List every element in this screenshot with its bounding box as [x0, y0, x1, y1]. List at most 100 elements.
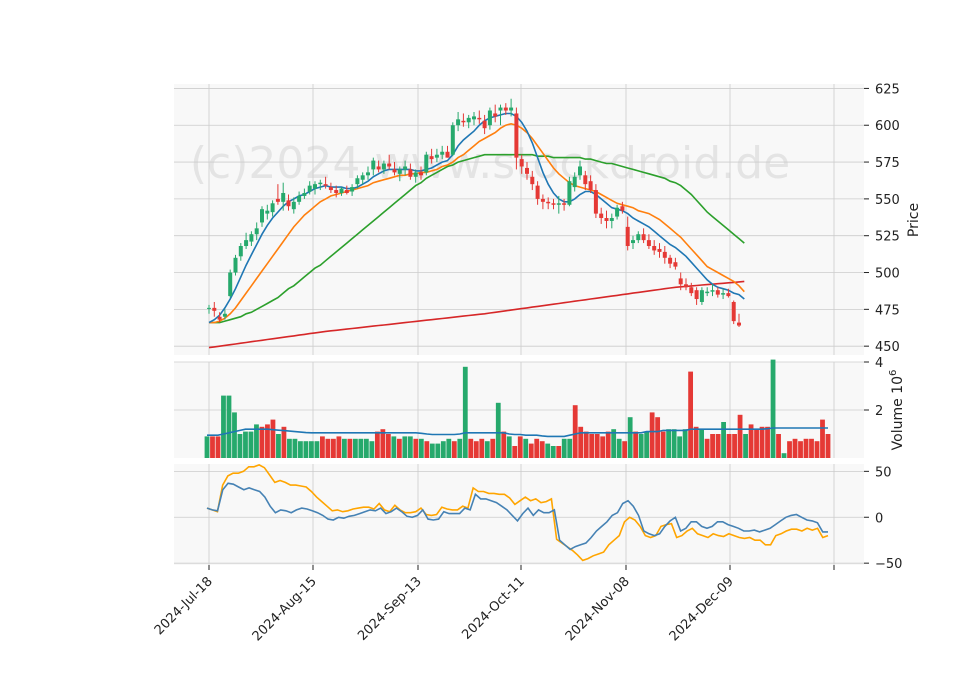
candle-body — [578, 166, 582, 176]
candle-body — [397, 169, 402, 174]
volume-bar — [726, 434, 732, 458]
candle-body — [652, 246, 657, 251]
volume-bar — [298, 441, 303, 458]
volume-bar — [369, 441, 375, 458]
volume-bar — [737, 414, 743, 458]
candle-body — [270, 203, 275, 213]
candle-body — [514, 113, 519, 158]
price-axis-label: Price — [906, 203, 922, 237]
volume-bar — [655, 417, 661, 458]
volume-bar — [666, 429, 672, 458]
volume-bar — [309, 441, 314, 458]
volume-bar — [424, 441, 430, 458]
volume-bar — [446, 438, 452, 458]
volume-bar — [781, 453, 787, 458]
volume-bar — [451, 441, 457, 458]
volume-bar — [495, 402, 501, 458]
volume-bar — [748, 424, 754, 458]
volume-bar — [435, 443, 441, 458]
volume-bar — [743, 434, 748, 458]
candle-body — [726, 293, 731, 297]
volume-bar — [671, 429, 677, 458]
price-tick-label: 475 — [875, 303, 900, 318]
candle-body — [238, 246, 243, 257]
volume-bar — [303, 441, 309, 458]
volume-bar — [259, 426, 265, 458]
candle-body — [731, 301, 736, 322]
volume-bar — [660, 431, 666, 458]
candle-body — [710, 290, 715, 292]
panel-background-osc — [174, 464, 864, 565]
volume-bar — [374, 431, 380, 458]
volume-bar — [468, 438, 474, 458]
candle-body — [281, 192, 286, 202]
volume-bar — [341, 438, 347, 458]
candle-body — [360, 175, 365, 180]
volume-bar — [457, 438, 463, 458]
volume-bar — [616, 438, 622, 458]
volume-bar — [484, 441, 490, 458]
volume-bar — [704, 438, 710, 458]
candle-body — [434, 154, 439, 158]
candle-body — [487, 110, 492, 126]
volume-bar — [336, 436, 342, 458]
volume-bar — [407, 436, 413, 458]
volume-bar — [330, 438, 336, 458]
volume-bar — [391, 436, 397, 458]
candle-body — [472, 116, 476, 120]
volume-bar — [561, 438, 567, 458]
osc-tick-label: 50 — [875, 465, 892, 480]
candle-body — [466, 117, 471, 123]
volume-bar — [517, 436, 523, 458]
candle-body — [355, 178, 360, 185]
candle-body — [461, 120, 466, 123]
x-tick-label: 2024-Dec-09 — [667, 574, 737, 644]
candle-body — [212, 307, 217, 311]
volume-bar — [721, 422, 726, 458]
volume-bar — [352, 438, 358, 458]
x-tick-label: 2024-Aug-15 — [250, 574, 320, 644]
candle-body — [631, 240, 635, 244]
volume-bar — [243, 431, 248, 458]
candle-body — [371, 160, 376, 170]
volume-bar — [347, 438, 353, 458]
volume-bar — [210, 436, 215, 458]
volume-bar — [512, 446, 518, 458]
price-tick-label: 500 — [875, 267, 900, 282]
volume-bar — [693, 426, 699, 458]
candle-body — [668, 257, 673, 264]
volume-bar — [825, 434, 831, 458]
volume-tick-label: 2 — [875, 404, 883, 419]
price-panel — [207, 98, 745, 349]
osc-tick-label: 0 — [875, 511, 883, 526]
candle-body — [593, 190, 598, 214]
volume-bar — [270, 419, 276, 458]
volume-bar — [710, 434, 715, 458]
volume-bar — [534, 438, 540, 458]
price-tick-label: 625 — [875, 82, 900, 97]
volume-bar — [226, 395, 232, 458]
candle-body — [275, 198, 280, 202]
volume-bar — [605, 431, 611, 458]
candle-body — [705, 291, 710, 294]
price-tick-label: 450 — [875, 340, 900, 355]
volume-bar — [803, 438, 809, 458]
candle-body — [387, 163, 392, 167]
volume-bar — [402, 436, 408, 458]
candle-body — [291, 201, 296, 210]
candle-body — [662, 251, 667, 258]
volume-bar — [545, 443, 551, 458]
volume-bar — [649, 412, 655, 458]
x-tick-label: 2024-Sep-13 — [355, 574, 425, 644]
volume-bar — [638, 434, 644, 458]
oscillator-panel — [206, 464, 829, 562]
candle-body — [721, 293, 726, 295]
candle-body — [408, 169, 413, 177]
volume-bar — [314, 441, 320, 458]
price-tick-label: 600 — [875, 119, 900, 134]
oscillator-osc-a-line — [206, 464, 829, 562]
candle-body — [334, 190, 339, 193]
volume-bar — [600, 436, 606, 458]
volume-bar — [506, 436, 512, 458]
candle-body — [381, 163, 386, 170]
